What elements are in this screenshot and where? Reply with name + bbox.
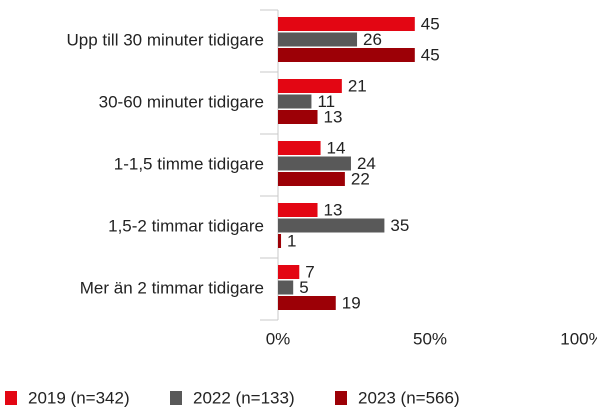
y-tick-label: Mer än 2 timmar tidigare — [80, 278, 264, 297]
x-tick-label: 100% — [560, 329, 597, 348]
bar — [278, 218, 385, 233]
data-label: 13 — [324, 107, 343, 126]
bar — [278, 141, 321, 155]
bar — [278, 110, 318, 124]
x-tick-label: 0% — [266, 329, 291, 348]
bar — [278, 32, 358, 47]
bar — [278, 234, 282, 248]
legend-swatch — [170, 391, 182, 405]
data-label: 22 — [351, 169, 370, 188]
x-tick-label: 50% — [413, 329, 447, 348]
legend-label: 2022 (n=133) — [193, 388, 295, 407]
legend-label: 2019 (n=342) — [28, 388, 130, 407]
bar — [278, 17, 415, 31]
data-label: 26 — [363, 30, 382, 49]
data-label: 5 — [299, 278, 308, 297]
bar — [278, 296, 336, 310]
bar — [278, 280, 294, 295]
data-label: 35 — [390, 216, 409, 235]
y-tick-label: 30-60 minuter tidigare — [99, 92, 264, 111]
y-tick-label: 1,5-2 timmar tidigare — [108, 216, 264, 235]
bar — [278, 203, 318, 217]
data-label: 11 — [317, 92, 335, 111]
legend-swatch — [5, 391, 17, 405]
data-label: 45 — [421, 45, 440, 64]
data-label: 45 — [421, 14, 440, 33]
bar — [278, 156, 351, 171]
data-label: 24 — [357, 154, 376, 173]
data-label: 13 — [324, 200, 343, 219]
data-label: 21 — [348, 76, 367, 95]
data-label: 19 — [342, 293, 361, 312]
legend-swatch — [335, 391, 347, 405]
y-tick-label: Upp till 30 minuter tidigare — [67, 30, 264, 49]
bar — [278, 265, 300, 279]
bar — [278, 94, 312, 109]
y-tick-label: 1-1,5 timme tidigare — [114, 154, 264, 173]
bar — [278, 79, 342, 93]
legend-label: 2023 (n=566) — [358, 388, 460, 407]
data-label: 14 — [327, 138, 346, 157]
bar — [278, 48, 415, 62]
data-label: 1 — [287, 231, 296, 250]
bar — [278, 172, 345, 186]
data-label: 7 — [305, 262, 314, 281]
